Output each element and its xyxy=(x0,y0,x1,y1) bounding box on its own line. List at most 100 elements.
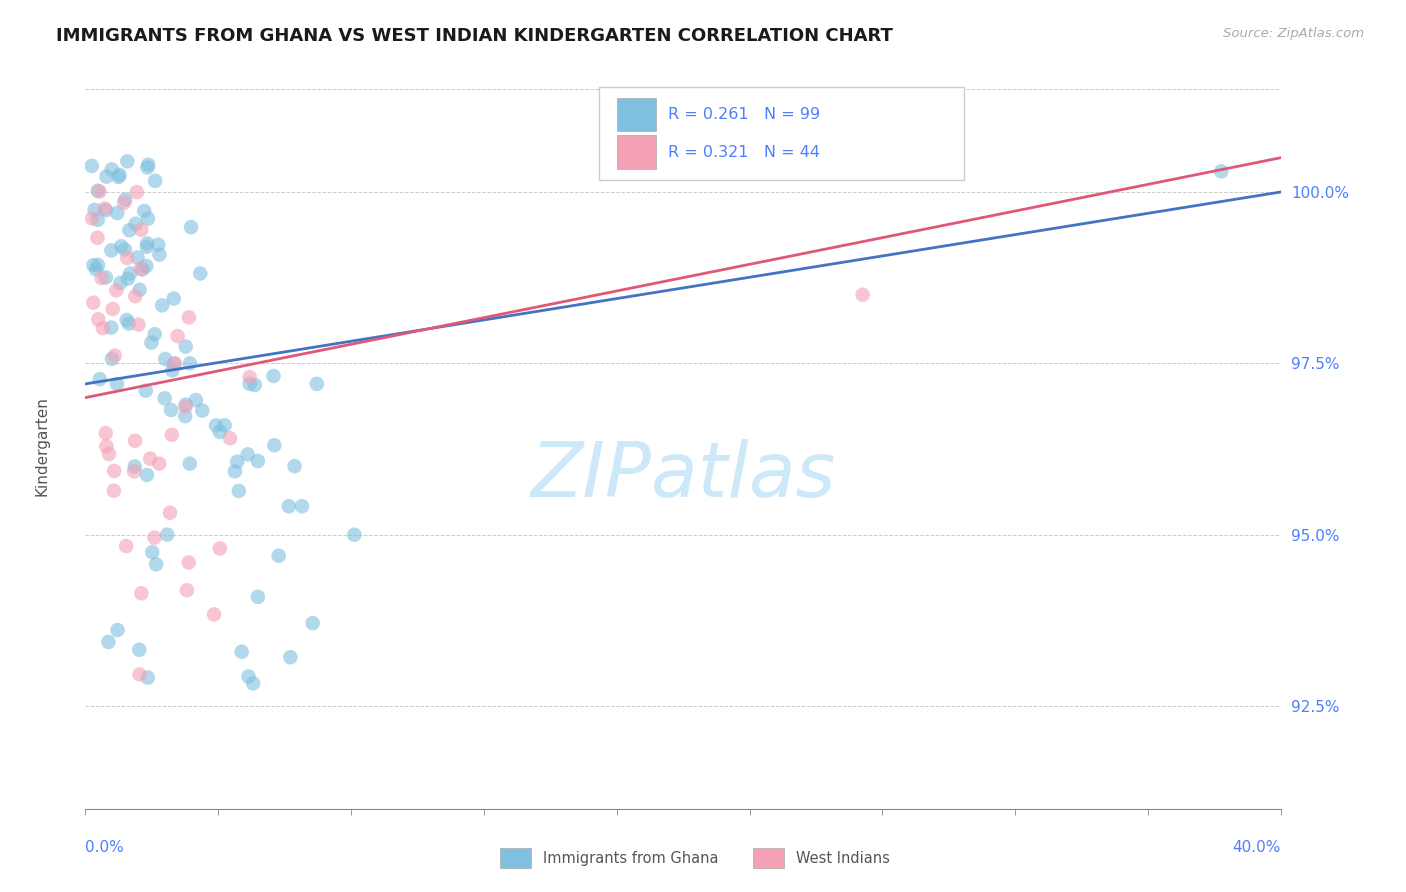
Point xyxy=(107,623,129,637)
Point xyxy=(97,447,120,461)
Point xyxy=(160,403,183,417)
Point xyxy=(114,243,136,257)
Point xyxy=(94,202,117,216)
Point xyxy=(96,169,118,184)
Point xyxy=(851,287,873,301)
Point xyxy=(246,454,269,468)
Point xyxy=(305,376,328,391)
Point xyxy=(1211,164,1233,178)
Point xyxy=(101,351,124,366)
Point xyxy=(115,539,138,553)
Point xyxy=(84,262,107,277)
Point xyxy=(124,289,146,303)
Point xyxy=(150,298,173,312)
Point xyxy=(135,259,157,273)
Text: Kindergarten: Kindergarten xyxy=(35,396,49,496)
Point xyxy=(174,340,197,354)
Point xyxy=(103,483,125,498)
Point xyxy=(105,206,128,220)
Point xyxy=(174,400,197,414)
Point xyxy=(214,418,236,433)
Point xyxy=(87,184,110,198)
Point xyxy=(174,409,197,424)
Point xyxy=(114,193,136,207)
Text: 40.0%: 40.0% xyxy=(1233,840,1281,855)
Point xyxy=(135,240,157,254)
Point xyxy=(82,258,104,272)
Point xyxy=(136,236,159,251)
Point xyxy=(166,329,188,343)
Point xyxy=(159,506,181,520)
Point xyxy=(131,586,153,600)
Point xyxy=(108,168,131,182)
Point xyxy=(118,317,141,331)
Point xyxy=(94,270,117,285)
Point xyxy=(179,457,201,471)
Point xyxy=(127,251,149,265)
Point xyxy=(124,434,146,448)
Point xyxy=(94,203,117,218)
Point xyxy=(127,318,149,332)
Point xyxy=(97,635,120,649)
Point xyxy=(263,368,285,383)
Point xyxy=(105,377,128,392)
Point xyxy=(115,313,138,327)
Point xyxy=(91,321,114,335)
Text: Source: ZipAtlas.com: Source: ZipAtlas.com xyxy=(1223,27,1364,40)
Point xyxy=(122,464,145,478)
Point xyxy=(86,230,108,244)
Point xyxy=(188,267,211,281)
Point xyxy=(224,464,246,478)
Point xyxy=(139,451,162,466)
Point xyxy=(243,378,266,392)
Point xyxy=(100,244,122,258)
Point xyxy=(148,248,170,262)
Point xyxy=(143,327,166,342)
Text: R = 0.261   N = 99: R = 0.261 N = 99 xyxy=(668,107,820,122)
Point xyxy=(177,310,200,325)
Point xyxy=(156,527,179,541)
Point xyxy=(83,202,105,217)
Text: ZIPatlas: ZIPatlas xyxy=(530,439,837,513)
Point xyxy=(136,671,159,685)
Point xyxy=(208,425,231,439)
Point xyxy=(141,545,163,559)
Point xyxy=(90,271,112,285)
Point xyxy=(100,162,122,177)
Point xyxy=(236,447,259,461)
Point xyxy=(239,370,262,384)
Point xyxy=(228,483,250,498)
Point xyxy=(136,158,159,172)
Point xyxy=(246,590,269,604)
Point xyxy=(128,667,150,681)
Point xyxy=(141,335,163,350)
Point xyxy=(208,541,231,556)
Point xyxy=(120,267,142,281)
Point xyxy=(145,558,167,572)
Point xyxy=(104,349,127,363)
Point xyxy=(117,271,139,285)
Point xyxy=(148,457,170,471)
Point xyxy=(238,669,260,683)
Point xyxy=(219,431,242,445)
Point xyxy=(128,642,150,657)
Point xyxy=(125,185,148,199)
Point xyxy=(174,397,197,411)
Point xyxy=(110,239,132,253)
Point xyxy=(291,499,314,513)
Point xyxy=(115,251,138,265)
Point xyxy=(267,549,290,563)
Point xyxy=(135,384,157,398)
Point xyxy=(135,467,157,482)
Point xyxy=(87,312,110,326)
Point xyxy=(184,393,207,408)
Bar xyxy=(617,98,655,131)
Point xyxy=(180,220,202,235)
Bar xyxy=(617,136,655,169)
Point xyxy=(231,645,253,659)
Point xyxy=(89,185,111,199)
Point xyxy=(177,556,200,570)
Point xyxy=(179,356,201,370)
Point xyxy=(89,372,111,386)
Point xyxy=(86,212,108,227)
